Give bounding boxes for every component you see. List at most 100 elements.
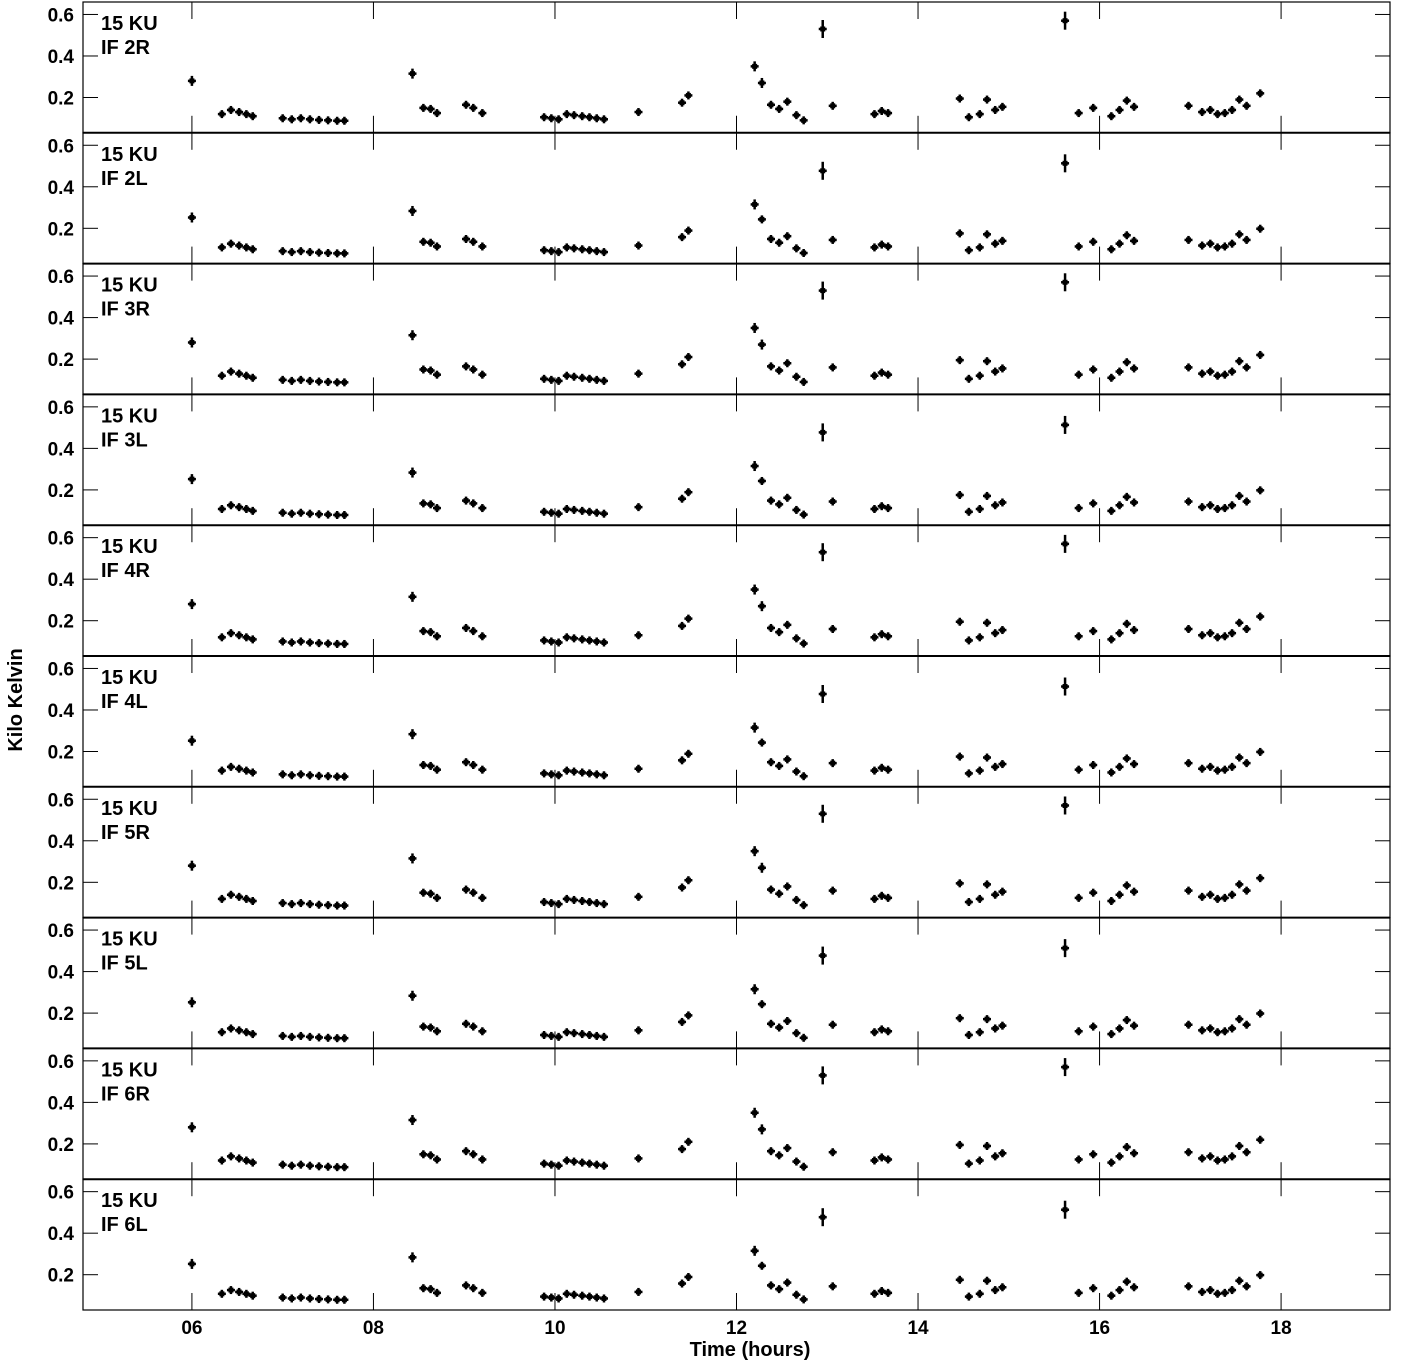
- marker-body: [793, 245, 799, 251]
- data-point: [462, 234, 471, 243]
- data-point: [1220, 504, 1229, 513]
- data-point: [570, 1029, 579, 1038]
- y-tick-label: 0.4: [48, 1093, 75, 1114]
- marker-body: [759, 1263, 765, 1269]
- marker-body: [586, 1032, 592, 1038]
- data-point: [983, 95, 992, 104]
- marker-body: [228, 1287, 234, 1293]
- data-point: [408, 853, 417, 864]
- marker-body: [228, 630, 234, 636]
- marker-body: [1117, 107, 1123, 113]
- marker-body: [999, 1284, 1005, 1290]
- data-point: [278, 247, 287, 256]
- data-point: [1122, 358, 1131, 367]
- marker-body: [768, 102, 774, 108]
- marker-body: [219, 1291, 225, 1297]
- data-point: [634, 631, 643, 640]
- data-point: [432, 1155, 441, 1164]
- marker-body: [1062, 1207, 1068, 1213]
- data-point: [991, 1152, 1000, 1161]
- marker-body: [556, 511, 562, 517]
- data-point: [684, 353, 693, 362]
- marker-body: [289, 249, 295, 255]
- data-point: [964, 1292, 973, 1301]
- data-point: [1235, 230, 1244, 239]
- data-point: [1122, 492, 1131, 501]
- marker-body: [685, 1139, 691, 1145]
- marker-body: [977, 1291, 983, 1297]
- marker-body: [479, 505, 485, 511]
- data-point: [766, 100, 775, 109]
- data-point: [278, 637, 287, 646]
- data-point: [757, 1124, 766, 1135]
- marker-body: [325, 1164, 331, 1170]
- marker-body: [820, 1072, 826, 1078]
- data-point: [554, 1032, 563, 1041]
- data-point: [1228, 239, 1237, 248]
- marker-body: [1244, 760, 1250, 766]
- data-point: [242, 1156, 251, 1165]
- marker-body: [434, 895, 440, 901]
- data-point: [799, 1162, 808, 1171]
- data-point: [217, 110, 226, 119]
- data-point: [870, 894, 879, 903]
- marker-body: [289, 116, 295, 122]
- data-point: [1107, 768, 1116, 777]
- data-point: [783, 1016, 792, 1025]
- marker-body: [784, 233, 790, 239]
- marker-body: [280, 248, 286, 254]
- panel-label-if: IF 3L: [101, 429, 148, 451]
- marker-body: [316, 1163, 322, 1169]
- marker-body: [830, 103, 836, 109]
- marker-body: [334, 1164, 340, 1170]
- data-point: [242, 505, 251, 514]
- data-point: [1256, 1271, 1265, 1280]
- data-point: [1235, 357, 1244, 366]
- marker-body: [984, 97, 990, 103]
- data-point: [578, 112, 587, 121]
- marker-body: [801, 1164, 807, 1170]
- data-point: [419, 103, 428, 112]
- marker-body: [801, 512, 807, 518]
- data-point: [1107, 245, 1116, 254]
- marker-body: [548, 248, 554, 254]
- panel-frame: [82, 263, 1391, 396]
- marker-body: [685, 489, 691, 495]
- data-point: [462, 362, 471, 371]
- data-point: [884, 370, 893, 379]
- marker-body: [428, 1286, 434, 1292]
- data-point: [884, 504, 893, 513]
- marker-body: [434, 633, 440, 639]
- marker-body: [571, 1159, 577, 1165]
- marker-body: [594, 900, 600, 906]
- data-point: [462, 1281, 471, 1290]
- marker-body: [341, 774, 347, 780]
- y-tick-label: 0.4: [48, 47, 75, 68]
- data-point: [1235, 880, 1244, 889]
- marker-body: [759, 865, 765, 871]
- marker-body: [250, 1160, 256, 1166]
- data-point: [1115, 1152, 1124, 1161]
- data-point: [562, 1028, 571, 1037]
- data-point: [766, 1019, 775, 1028]
- data-point: [314, 248, 323, 257]
- data-point: [1213, 505, 1222, 514]
- marker-body: [635, 1027, 641, 1033]
- marker-body: [679, 884, 685, 890]
- data-point: [818, 1208, 827, 1227]
- marker-body: [879, 242, 885, 248]
- marker-body: [1131, 104, 1137, 110]
- marker-body: [420, 105, 426, 111]
- data-point: [1061, 1200, 1070, 1219]
- marker-body: [984, 1278, 990, 1284]
- data-point: [1061, 154, 1070, 173]
- marker-body: [579, 636, 585, 642]
- y-tick-label: 0.6: [48, 1052, 74, 1073]
- data-point: [975, 505, 984, 514]
- marker-body: [1076, 1290, 1082, 1296]
- data-point: [1206, 501, 1215, 510]
- marker-body: [992, 892, 998, 898]
- data-point: [296, 247, 305, 256]
- panel-frame: [82, 524, 1391, 657]
- marker-body: [548, 771, 554, 777]
